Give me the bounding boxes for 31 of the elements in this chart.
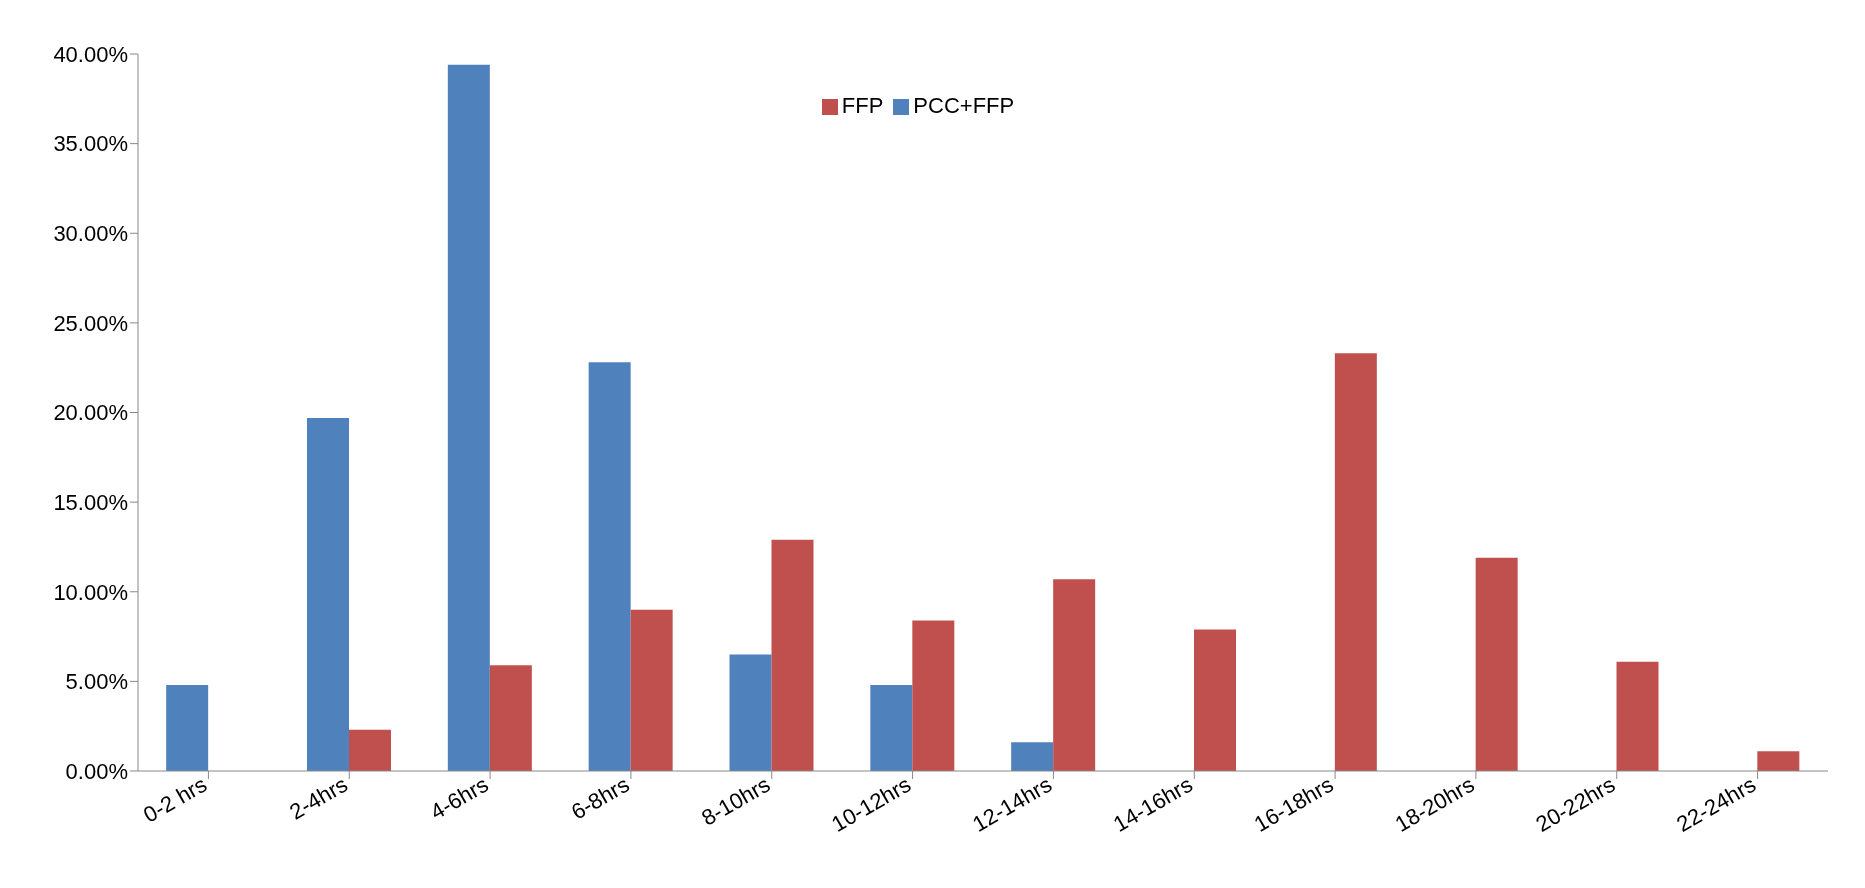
x-tick-label: 4-6hrs: [426, 771, 493, 825]
bar: [166, 684, 209, 771]
y-tick-label: 5.00%: [65, 669, 128, 695]
bar: [1616, 661, 1659, 771]
y-tick-label: 10.00%: [53, 579, 128, 605]
y-tick-label: 20.00%: [53, 400, 128, 426]
y-tick-label: 30.00%: [53, 221, 128, 247]
bar: [771, 539, 814, 771]
bar: [729, 654, 772, 771]
bar: [1011, 742, 1054, 771]
y-tick-label: 0.00%: [65, 758, 128, 784]
bar: [349, 729, 391, 771]
bar: [588, 362, 631, 771]
legend-label: PCC+FFP: [913, 93, 1015, 118]
bar: [630, 609, 673, 771]
y-tick-label: 15.00%: [53, 489, 128, 515]
bar: [1194, 629, 1236, 771]
legend-label: FFP: [841, 93, 884, 118]
bar: [912, 620, 955, 771]
bar: [307, 417, 349, 771]
bar: [1757, 751, 1800, 771]
y-tick-label: 25.00%: [53, 310, 128, 336]
y-tick-label: 40.00%: [53, 41, 128, 67]
bar: [870, 684, 913, 771]
bar: [1475, 557, 1518, 771]
bar: [1334, 353, 1377, 771]
x-tick-label: 0-2 hrs: [139, 771, 211, 828]
bar: [447, 64, 490, 771]
bar: [489, 665, 532, 771]
bar: [1053, 579, 1096, 771]
y-tick-label: 35.00%: [53, 131, 128, 157]
